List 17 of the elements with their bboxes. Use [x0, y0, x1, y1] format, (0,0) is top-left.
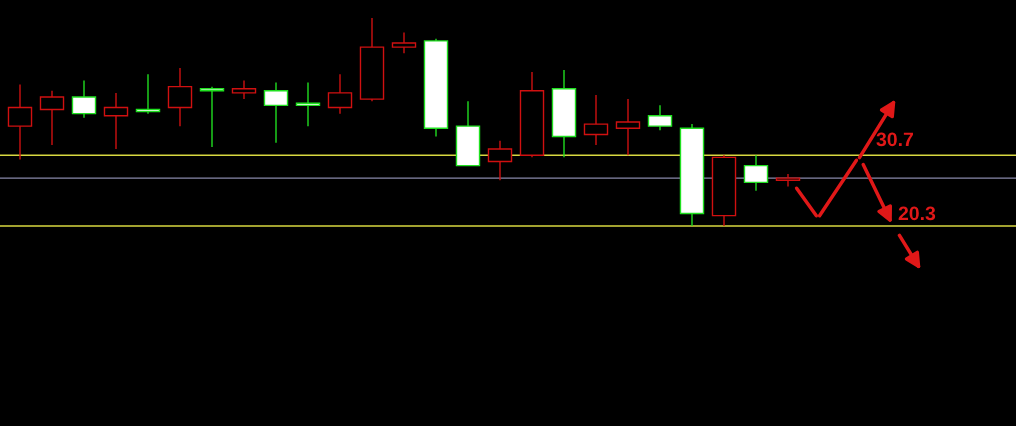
candlestick [263, 81, 289, 144]
candlestick [487, 140, 513, 181]
candlestick [327, 73, 353, 115]
candlestick [71, 79, 97, 119]
candlestick [615, 98, 641, 156]
candlestick [743, 154, 769, 192]
candlestick [167, 67, 193, 127]
candlestick [7, 83, 33, 161]
candlestick [647, 104, 673, 132]
text: 20.3 [898, 206, 936, 221]
candlestick [39, 90, 65, 146]
candlestick [775, 173, 801, 188]
candlestick [103, 92, 129, 150]
text: 30.7 [876, 132, 913, 147]
candlestick [391, 31, 417, 55]
candlestick [583, 94, 609, 146]
candlestick [231, 79, 257, 100]
